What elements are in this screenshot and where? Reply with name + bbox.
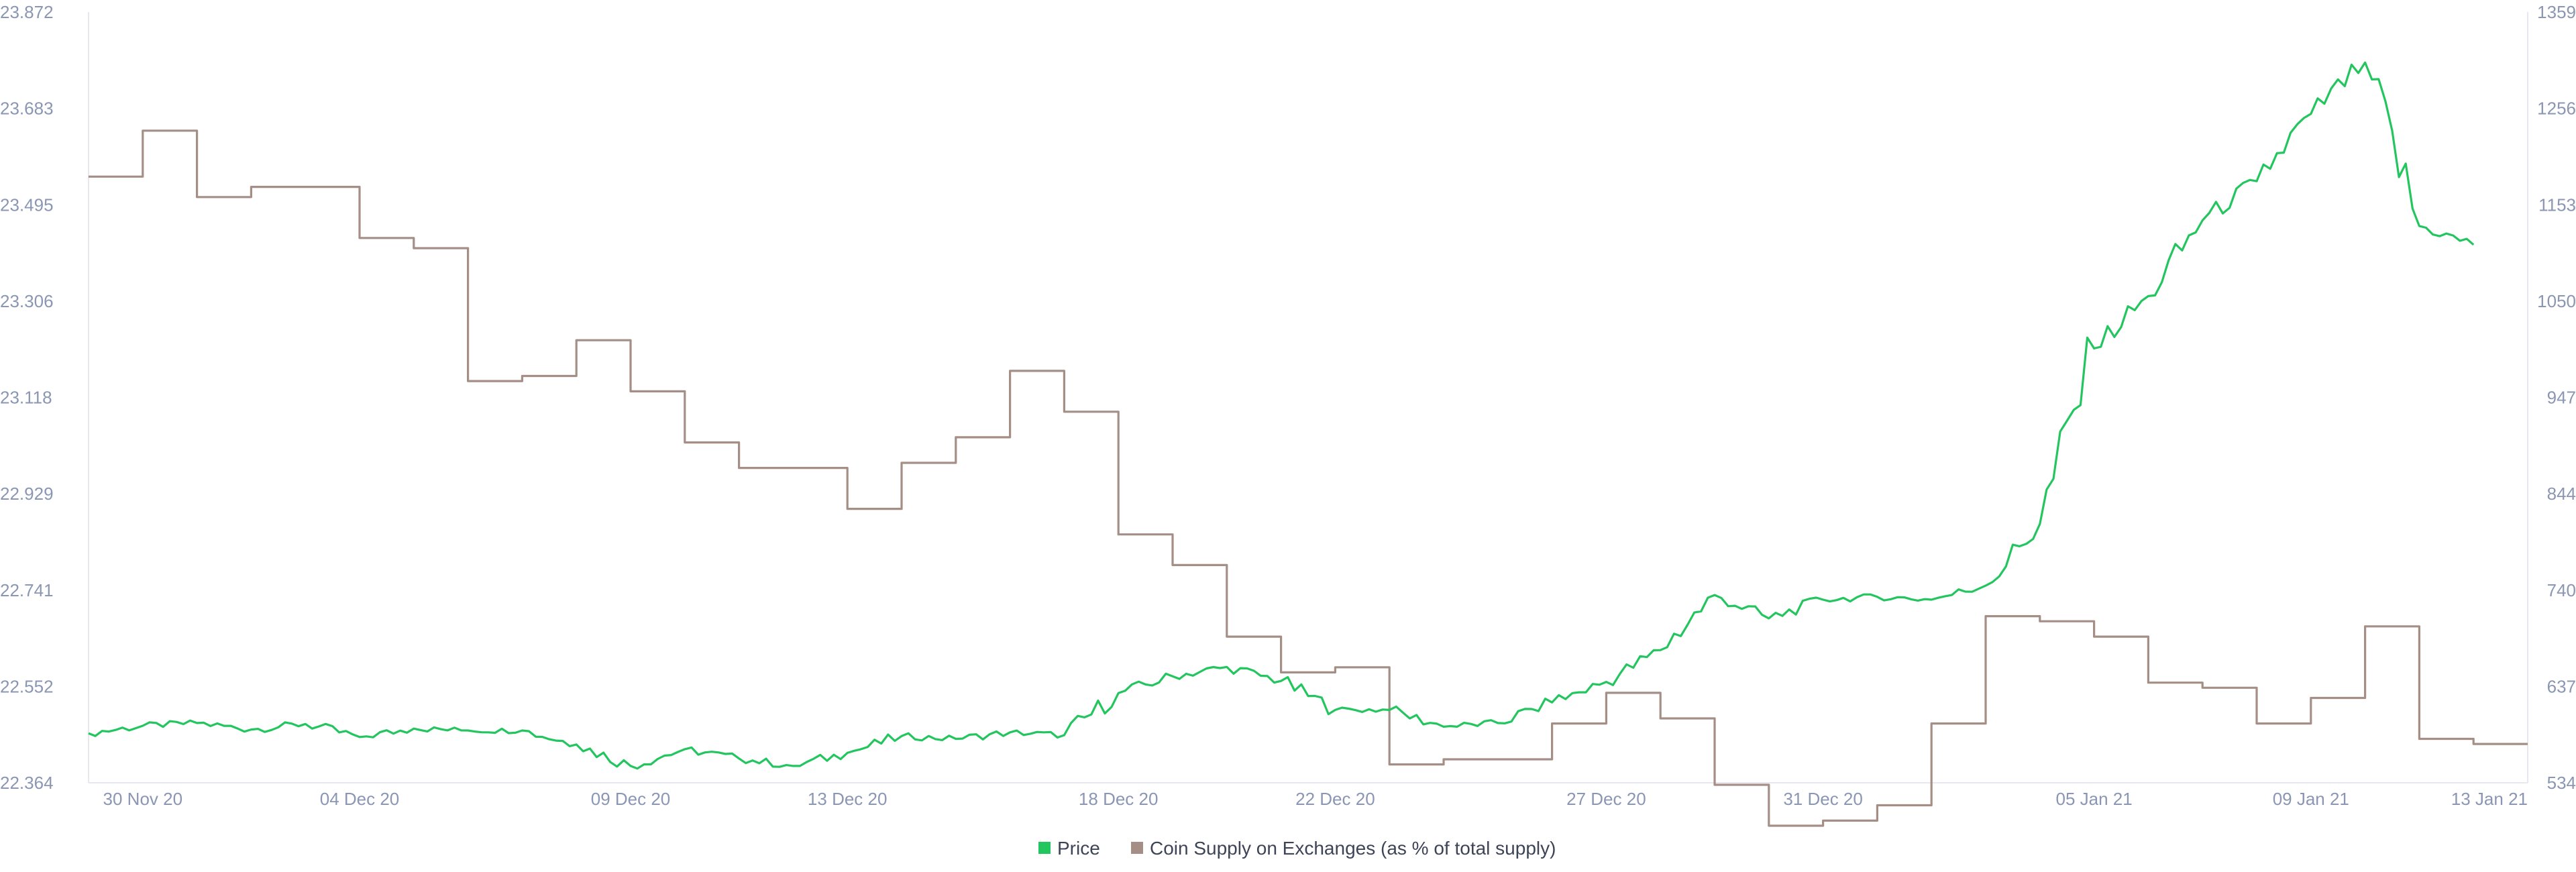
x-tick-label: 04 Dec 20 (320, 789, 400, 809)
x-tick-label: 13 Jan 21 (2451, 789, 2528, 809)
x-tick-label: 09 Jan 21 (2273, 789, 2349, 809)
x-axis-ticks: 30 Nov 20 04 Dec 20 09 Dec 20 13 Dec 20 18 D… (103, 789, 2528, 809)
right-tick-label: 844 (2547, 484, 2576, 504)
left-tick-label: 22.364 (0, 773, 54, 793)
right-tick-label: 740 (2547, 580, 2576, 600)
right-tick-label: 1256 (2537, 99, 2576, 119)
x-tick-label: 27 Dec 20 (1566, 789, 1646, 809)
left-tick-label: 23.495 (0, 195, 54, 215)
x-tick-label: 13 Dec 20 (808, 789, 888, 809)
left-tick-label: 22.552 (0, 676, 54, 696)
right-tick-label: 1359 (2537, 2, 2576, 22)
left-tick-label: 23.118 (0, 388, 52, 408)
right-tick-label: 947 (2547, 388, 2576, 408)
left-tick-label: 22.741 (0, 580, 54, 600)
left-tick-label: 23.872 (0, 2, 54, 22)
x-tick-label: 18 Dec 20 (1079, 789, 1159, 809)
x-tick-label: 09 Dec 20 (591, 789, 671, 809)
series-layer (88, 61, 2528, 827)
series-line-coin-supply (89, 129, 2528, 827)
series-line-price (88, 61, 2475, 770)
legend: Price Coin Supply on Exchanges (as % of t… (1038, 838, 1556, 859)
legend-label-coin-supply: Coin Supply on Exchanges (as % of total … (1150, 838, 1556, 859)
right-y-axis-ticks: 1359 1256 1153 1050 947 844 740 637 534 (2537, 2, 2576, 793)
x-tick-label: 05 Jan 21 (2055, 789, 2132, 809)
x-tick-label: 30 Nov 20 (103, 789, 183, 809)
right-tick-label: 534 (2547, 773, 2576, 793)
right-tick-label: 1050 (2537, 291, 2576, 311)
left-y-axis-ticks: 23.872 23.683 23.495 23.306 23.118 22.929 22.7… (0, 2, 54, 793)
right-tick-label: 1153 (2538, 195, 2576, 215)
left-tick-label: 22.929 (0, 484, 54, 504)
x-tick-label: 31 Dec 20 (1783, 789, 1863, 809)
left-tick-label: 23.683 (0, 99, 54, 119)
legend-swatch-coin-supply (1131, 842, 1143, 854)
x-tick-label: 22 Dec 20 (1295, 789, 1375, 809)
legend-swatch-price (1038, 842, 1051, 854)
legend-label-price: Price (1057, 838, 1100, 859)
right-tick-label: 637 (2547, 676, 2576, 696)
left-tick-label: 23.306 (0, 291, 54, 311)
